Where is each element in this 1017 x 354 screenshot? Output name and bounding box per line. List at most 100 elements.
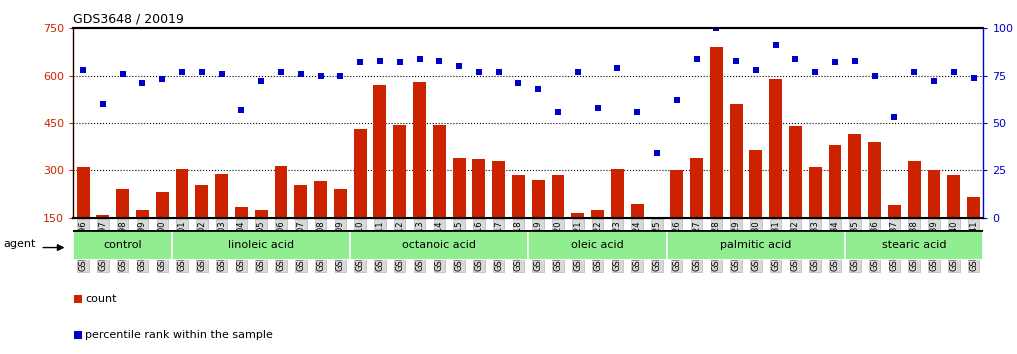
Point bbox=[193, 69, 210, 75]
Point bbox=[69, 297, 85, 302]
Point bbox=[630, 109, 646, 114]
Point bbox=[511, 80, 527, 86]
Point bbox=[174, 69, 190, 75]
Point bbox=[372, 58, 388, 63]
Bar bbox=[156, 193, 169, 265]
Point bbox=[253, 79, 270, 84]
Bar bbox=[611, 169, 623, 265]
Bar bbox=[294, 184, 307, 265]
Bar bbox=[729, 104, 742, 265]
Point bbox=[95, 101, 111, 107]
Bar bbox=[710, 47, 723, 265]
Bar bbox=[433, 125, 445, 265]
Bar bbox=[591, 210, 604, 265]
Bar bbox=[631, 204, 644, 265]
Bar bbox=[967, 197, 980, 265]
Bar bbox=[947, 175, 960, 265]
Point bbox=[115, 71, 131, 76]
Bar bbox=[667, 230, 845, 260]
Point bbox=[965, 75, 981, 80]
Point bbox=[827, 59, 843, 65]
Bar bbox=[73, 230, 172, 260]
Point bbox=[807, 69, 824, 75]
Point bbox=[431, 58, 447, 63]
Text: GDS3648 / 20019: GDS3648 / 20019 bbox=[73, 13, 184, 26]
Point bbox=[728, 58, 744, 63]
Bar bbox=[750, 150, 763, 265]
Bar bbox=[888, 205, 901, 265]
Point bbox=[847, 58, 863, 63]
Bar bbox=[492, 161, 505, 265]
Text: count: count bbox=[85, 295, 117, 304]
Text: agent: agent bbox=[4, 239, 36, 249]
Bar bbox=[670, 170, 683, 265]
Bar bbox=[928, 170, 941, 265]
Bar bbox=[216, 173, 228, 265]
Bar bbox=[473, 159, 485, 265]
Bar bbox=[373, 85, 386, 265]
Point bbox=[293, 71, 309, 76]
Point bbox=[946, 69, 962, 75]
Bar bbox=[572, 213, 584, 265]
Bar bbox=[848, 134, 861, 265]
Point bbox=[925, 79, 942, 84]
Bar bbox=[512, 175, 525, 265]
Point bbox=[570, 69, 586, 75]
Bar bbox=[529, 230, 667, 260]
Point bbox=[273, 69, 289, 75]
Bar bbox=[176, 169, 188, 265]
Point bbox=[312, 73, 328, 79]
Bar bbox=[908, 161, 920, 265]
Bar bbox=[97, 215, 110, 265]
Point bbox=[689, 56, 705, 62]
Point bbox=[411, 56, 427, 62]
Bar bbox=[532, 180, 545, 265]
Point bbox=[747, 67, 764, 73]
Point bbox=[490, 69, 506, 75]
Bar bbox=[453, 158, 466, 265]
Point bbox=[530, 86, 546, 92]
Text: control: control bbox=[104, 240, 142, 250]
Point bbox=[590, 105, 606, 111]
Point bbox=[233, 107, 249, 113]
Bar bbox=[136, 210, 148, 265]
Point bbox=[471, 69, 487, 75]
Point bbox=[668, 97, 684, 103]
Point bbox=[708, 25, 724, 31]
Bar bbox=[314, 181, 327, 265]
Text: percentile rank within the sample: percentile rank within the sample bbox=[85, 330, 274, 339]
Point bbox=[787, 56, 803, 62]
Point bbox=[392, 59, 408, 65]
Bar bbox=[354, 129, 366, 265]
Point bbox=[69, 332, 85, 337]
Point bbox=[886, 114, 902, 120]
Text: palmitic acid: palmitic acid bbox=[720, 240, 791, 250]
Bar bbox=[172, 230, 350, 260]
Point bbox=[134, 80, 151, 86]
Bar bbox=[116, 189, 129, 265]
Bar bbox=[413, 82, 426, 265]
Bar bbox=[691, 158, 703, 265]
Point bbox=[333, 73, 349, 79]
Point bbox=[609, 65, 625, 71]
Bar bbox=[809, 167, 822, 265]
Point bbox=[866, 73, 883, 79]
Bar bbox=[769, 79, 782, 265]
Bar bbox=[869, 142, 881, 265]
Bar bbox=[829, 145, 841, 265]
Bar bbox=[350, 230, 529, 260]
Point bbox=[352, 59, 368, 65]
Text: stearic acid: stearic acid bbox=[882, 240, 947, 250]
Point bbox=[550, 109, 566, 114]
Bar bbox=[275, 166, 288, 265]
Point bbox=[214, 71, 230, 76]
Bar bbox=[334, 189, 347, 265]
Point bbox=[768, 42, 784, 48]
Bar bbox=[845, 230, 983, 260]
Text: octanoic acid: octanoic acid bbox=[403, 240, 476, 250]
Bar bbox=[76, 167, 89, 265]
Point bbox=[155, 76, 171, 82]
Bar bbox=[394, 125, 406, 265]
Text: linoleic acid: linoleic acid bbox=[228, 240, 294, 250]
Point bbox=[649, 150, 665, 156]
